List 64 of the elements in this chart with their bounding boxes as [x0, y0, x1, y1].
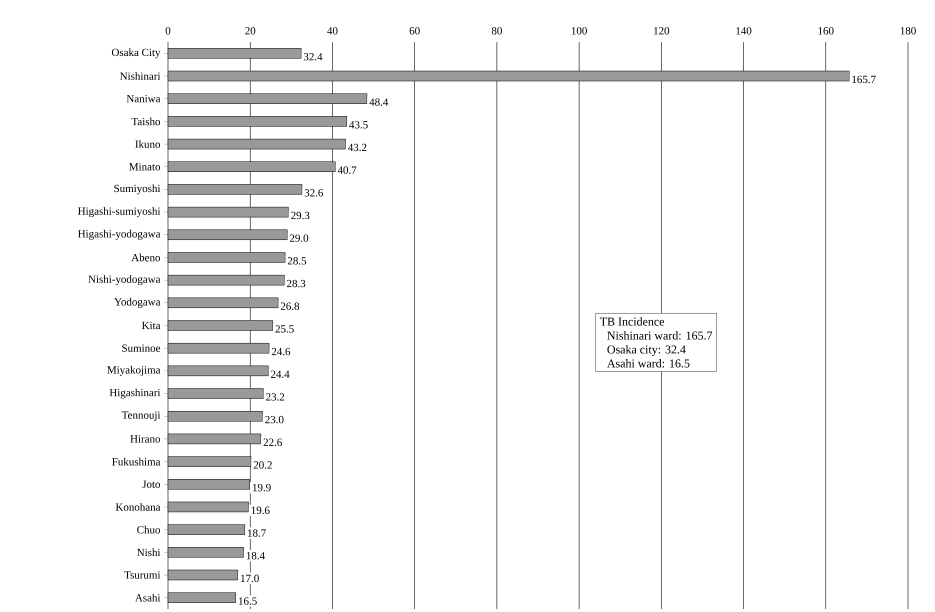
y-tick-label: Yodogawa: [114, 298, 160, 308]
y-tick-label: Minato: [129, 163, 160, 170]
y-tick-label: Higashinari: [110, 388, 160, 399]
data-label: 28.3: [287, 280, 306, 288]
data-label: 19.6: [252, 506, 270, 514]
data-label: 17.0: [241, 574, 259, 582]
y-tick-label: Higashi-sumiyoshi: [78, 207, 160, 218]
y-tick-label: Konohana: [116, 503, 160, 511]
annotation: Osaka city: 32.4: [607, 345, 686, 356]
y-tick-label: Tsurumi: [124, 571, 160, 579]
data-label: 18.4: [246, 552, 265, 560]
y-tick-label: Ikuno: [135, 140, 160, 148]
y-tick-label: Joto: [142, 480, 160, 488]
y-tick-label: Nishinari: [120, 72, 160, 80]
data-label: 25.5: [276, 325, 294, 333]
x-tick-label: 140: [736, 27, 752, 34]
x-tick-label: 20: [245, 27, 256, 34]
data-label: 24.6: [272, 348, 290, 356]
y-tick-label: Higashi-yodogawa: [78, 230, 160, 240]
data-label: 32.6: [304, 189, 324, 197]
y-tick-label: Sumiyoshi: [114, 184, 160, 194]
y-tick-label: Osaka City: [112, 48, 160, 58]
data-label: 43.2: [348, 144, 366, 152]
annotation: Asahi ward: 16.5: [607, 359, 690, 368]
y-tick-label: Miyakojima: [107, 366, 160, 376]
y-tick-label: Fukushima: [112, 458, 160, 466]
annotation: TB Incidence: [600, 317, 664, 326]
y-tick-label: Chuo: [137, 526, 160, 534]
data-label: 28.5: [288, 257, 306, 265]
y-tick-label: Taisho: [132, 118, 160, 126]
data-label: 20.2: [254, 461, 272, 469]
y-tick-label: Tennouji: [122, 411, 160, 422]
y-tick-label: Naniwa: [126, 95, 160, 102]
data-label: 48.4: [369, 98, 388, 106]
x-tick-label: 0: [166, 27, 170, 34]
data-label: 24.4: [270, 370, 290, 378]
data-label: 29.0: [290, 234, 308, 242]
x-tick-label: 60: [410, 27, 420, 34]
data-label: 19.9: [252, 484, 271, 492]
x-tick-label: 180: [900, 27, 916, 34]
y-tick-label: Abeno: [131, 254, 160, 262]
data-label: 43.5: [349, 121, 368, 128]
y-tick-label: Suminoe: [122, 344, 160, 352]
x-tick-label: 80: [492, 27, 502, 34]
y-tick-label: Kita: [142, 322, 160, 330]
y-tick-label: Hirano: [130, 435, 160, 443]
data-label: 23.2: [266, 393, 284, 401]
data-label: 18.7: [248, 529, 266, 537]
x-tick-label: 40: [327, 27, 338, 34]
y-tick-label: Nishi-yodogawa: [88, 275, 160, 286]
data-label: 22.6: [264, 438, 282, 446]
y-tick-label: Nishi: [137, 548, 160, 556]
x-tick-label: 120: [654, 27, 670, 34]
y-tick-label: Asahi: [135, 594, 160, 602]
annotation: Nishinari ward: 165.7: [607, 331, 712, 340]
x-tick-label: 160: [818, 27, 834, 34]
data-label: 32.4: [304, 53, 322, 60]
data-label: 29.3: [291, 212, 310, 220]
data-label: 40.7: [338, 166, 356, 174]
x-tick-label: 100: [572, 27, 587, 34]
data-label: 26.8: [280, 302, 300, 310]
data-label: 165.7: [852, 76, 876, 84]
data-label: 16.5: [238, 597, 257, 605]
data-label: 23.0: [265, 416, 284, 424]
